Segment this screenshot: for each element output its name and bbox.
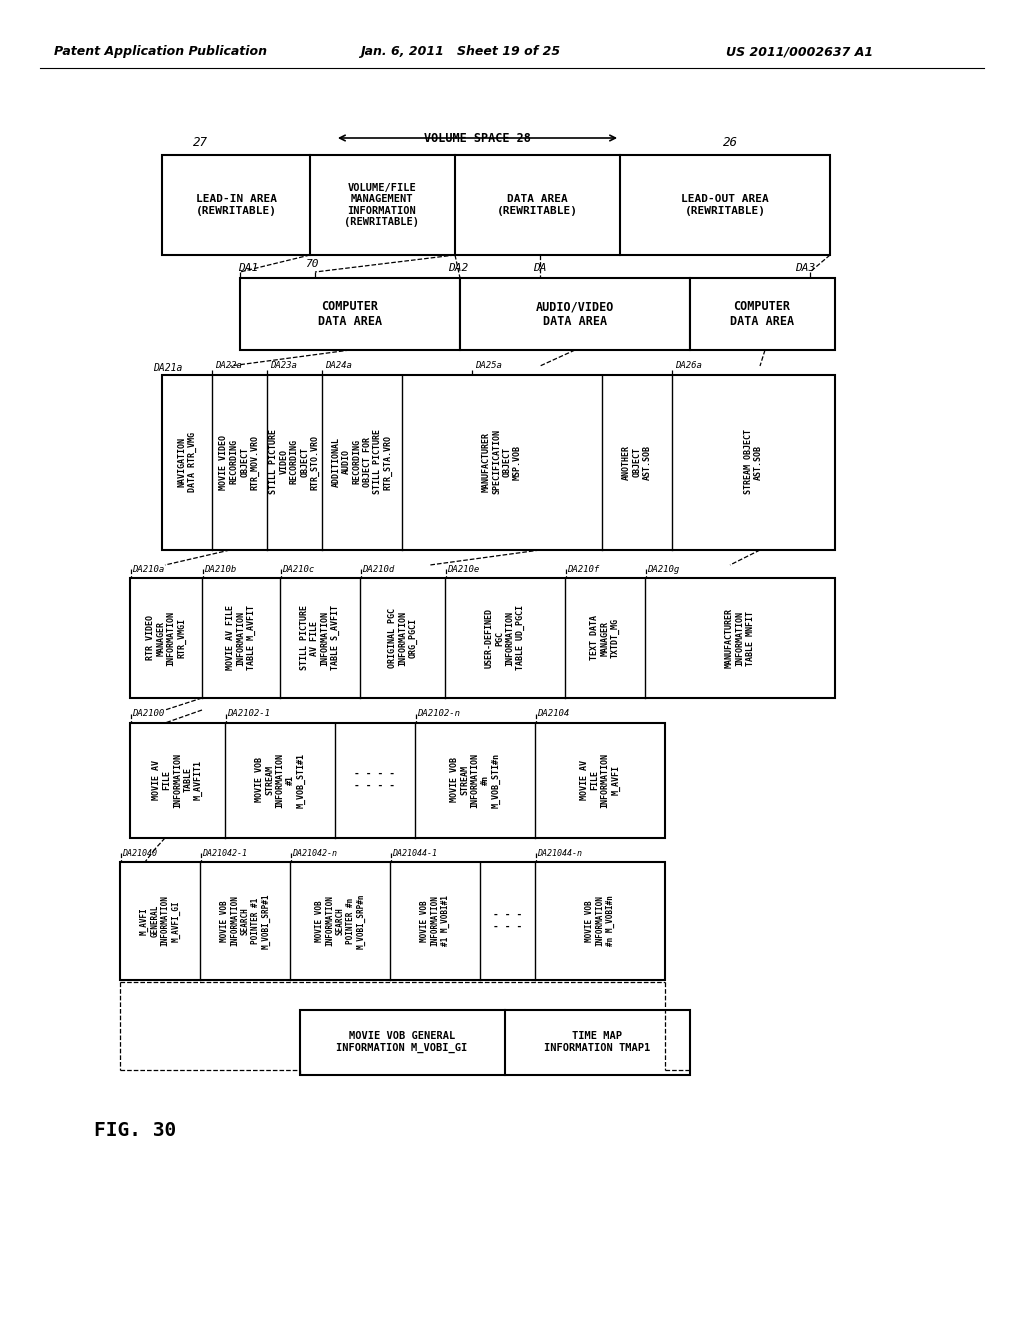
Text: MOVIE VOB
STREAM
INFORMATION
#1
M_VOB_STI#1: MOVIE VOB STREAM INFORMATION #1 M_VOB_ST… bbox=[255, 752, 305, 808]
Text: DA210b: DA210b bbox=[204, 565, 237, 573]
Text: FIG. 30: FIG. 30 bbox=[94, 1121, 176, 1139]
Text: MOVIE VIDEO
RECORDING
OBJECT
RTR_MOV.VRO: MOVIE VIDEO RECORDING OBJECT RTR_MOV.VRO bbox=[219, 434, 260, 490]
Text: STILL PICTURE
VIDEO
RECORDING
OBJECT
RTR_STO.VRO: STILL PICTURE VIDEO RECORDING OBJECT RTR… bbox=[269, 429, 319, 495]
Text: DA210d: DA210d bbox=[362, 565, 394, 573]
Text: DA26a: DA26a bbox=[675, 362, 701, 371]
Text: DA24a: DA24a bbox=[325, 362, 352, 371]
Text: LEAD-OUT AREA
(REWRITABLE): LEAD-OUT AREA (REWRITABLE) bbox=[681, 194, 769, 215]
Text: ORIGINAL PGC
INFORMATION
ORG_PGCI: ORIGINAL PGC INFORMATION ORG_PGCI bbox=[387, 609, 418, 668]
Text: VOLUME SPACE 28: VOLUME SPACE 28 bbox=[424, 132, 530, 144]
Text: DA210g: DA210g bbox=[647, 565, 679, 573]
Text: DA21044-n: DA21044-n bbox=[537, 849, 582, 858]
Text: NAVIGATION
DATA RTR_VMG: NAVIGATION DATA RTR_VMG bbox=[177, 432, 197, 492]
Text: STREAM OBJECT
AST.SOB: STREAM OBJECT AST.SOB bbox=[743, 429, 763, 495]
Text: DATA AREA
(REWRITABLE): DATA AREA (REWRITABLE) bbox=[497, 194, 578, 215]
Text: MOVIE AV
FILE
INFORMATION
TABLE
M_AVFIT1: MOVIE AV FILE INFORMATION TABLE M_AVFIT1 bbox=[153, 752, 203, 808]
Text: COMPUTER
DATA AREA: COMPUTER DATA AREA bbox=[730, 300, 794, 327]
Bar bbox=[120, 862, 665, 979]
Text: MOVIE VOB
INFORMATION
#1 M_VOBI#1: MOVIE VOB INFORMATION #1 M_VOBI#1 bbox=[420, 895, 450, 946]
Bar bbox=[300, 1010, 690, 1074]
Text: TEXT DATA
MANAGER
TXTDT_MG: TEXT DATA MANAGER TXTDT_MG bbox=[590, 615, 620, 660]
Text: DA2102-n: DA2102-n bbox=[417, 710, 460, 718]
Text: ADDITIONAL
AUDIO
RECORDING
OBJECT FOR
STILL PICTURE
RTR_STA.VRO: ADDITIONAL AUDIO RECORDING OBJECT FOR ST… bbox=[332, 429, 392, 495]
Text: 70: 70 bbox=[305, 259, 318, 269]
Text: STILL PICTURE
AV FILE
INFORMATION
TABLE S_AVFIT: STILL PICTURE AV FILE INFORMATION TABLE … bbox=[300, 606, 340, 671]
Bar bbox=[240, 279, 460, 350]
Bar bbox=[162, 375, 835, 550]
Text: DA21a: DA21a bbox=[154, 363, 182, 374]
Text: VOLUME/FILE
MANAGEMENT
INFORMATION
(REWRITABLE): VOLUME/FILE MANAGEMENT INFORMATION (REWR… bbox=[344, 182, 420, 227]
Text: DA23a: DA23a bbox=[270, 362, 297, 371]
Text: MOVIE VOB
INFORMATION
SEARCH
POINTER #1
M_VOBI_SRP#1: MOVIE VOB INFORMATION SEARCH POINTER #1 … bbox=[219, 894, 270, 949]
Text: - - - -
- - - -: - - - - - - - - bbox=[354, 770, 395, 791]
Text: DA2102-1: DA2102-1 bbox=[227, 710, 270, 718]
Bar bbox=[162, 154, 830, 255]
Text: DA1: DA1 bbox=[238, 263, 258, 273]
Text: MANUFACTURER
INFORMATION
TABLE MNFIT: MANUFACTURER INFORMATION TABLE MNFIT bbox=[725, 609, 755, 668]
Text: MOVIE VOB GENERAL
INFORMATION M_VOBI_GI: MOVIE VOB GENERAL INFORMATION M_VOBI_GI bbox=[336, 1031, 468, 1053]
Text: DA210a: DA210a bbox=[132, 565, 164, 573]
Text: DA: DA bbox=[534, 263, 547, 273]
Text: MOVIE VOB
INFORMATION
SEARCH
POINTER #n
M_VOBI_SRP#n: MOVIE VOB INFORMATION SEARCH POINTER #n … bbox=[314, 894, 366, 949]
Bar bbox=[460, 279, 690, 350]
Text: ANOTHER
OBJECT
AST.SOB: ANOTHER OBJECT AST.SOB bbox=[623, 445, 652, 479]
Bar bbox=[130, 723, 665, 838]
Text: MOVIE VOB
INFORMATION
#n M_VOBI#n: MOVIE VOB INFORMATION #n M_VOBI#n bbox=[585, 895, 615, 946]
Text: Jan. 6, 2011   Sheet 19 of 25: Jan. 6, 2011 Sheet 19 of 25 bbox=[360, 45, 560, 58]
Text: DA2: DA2 bbox=[447, 263, 468, 273]
Text: RTR VIDEO
MANAGER
INFORMATION
RTR_VMGI: RTR VIDEO MANAGER INFORMATION RTR_VMGI bbox=[145, 610, 186, 665]
Text: DA210c: DA210c bbox=[282, 565, 314, 573]
Text: LEAD-IN AREA
(REWRITABLE): LEAD-IN AREA (REWRITABLE) bbox=[196, 194, 276, 215]
Text: TIME MAP
INFORMATION TMAP1: TIME MAP INFORMATION TMAP1 bbox=[544, 1031, 650, 1053]
Text: DA22a: DA22a bbox=[215, 362, 242, 371]
Text: DA2104: DA2104 bbox=[537, 710, 569, 718]
Text: DA2100: DA2100 bbox=[132, 710, 164, 718]
Text: MANUFACTURER
SPECIFICATION
OBJECT
MSP.VOB: MANUFACTURER SPECIFICATION OBJECT MSP.VO… bbox=[482, 429, 522, 495]
Text: US 2011/0002637 A1: US 2011/0002637 A1 bbox=[726, 45, 873, 58]
Text: DA21042-1: DA21042-1 bbox=[202, 849, 247, 858]
Text: MOVIE AV
FILE
INFORMATION
M_AVFI: MOVIE AV FILE INFORMATION M_AVFI bbox=[580, 752, 621, 808]
Text: Patent Application Publication: Patent Application Publication bbox=[53, 45, 266, 58]
Text: AUDIO/VIDEO
DATA AREA: AUDIO/VIDEO DATA AREA bbox=[536, 300, 614, 327]
Text: - - -
- - -: - - - - - - bbox=[493, 911, 522, 932]
Text: DA3: DA3 bbox=[795, 263, 815, 273]
Text: 26: 26 bbox=[723, 136, 737, 149]
Text: DA21042-n: DA21042-n bbox=[292, 849, 337, 858]
Text: MOVIE VOB
STREAM
INFORMATION
#n
M_VOB_STI#n: MOVIE VOB STREAM INFORMATION #n M_VOB_ST… bbox=[450, 752, 501, 808]
Text: DA25a: DA25a bbox=[475, 362, 502, 371]
Bar bbox=[130, 578, 835, 698]
Text: MOVIE AV FILE
INFORMATION
TABLE M_AVFIT: MOVIE AV FILE INFORMATION TABLE M_AVFIT bbox=[226, 606, 256, 671]
Text: M_AVFI
GENERAL
INFORMATION
M_AVFI_GI: M_AVFI GENERAL INFORMATION M_AVFI_GI bbox=[140, 895, 180, 946]
Bar bbox=[690, 279, 835, 350]
Text: DA21040: DA21040 bbox=[122, 849, 157, 858]
Text: 27: 27 bbox=[193, 136, 208, 149]
Text: DA210f: DA210f bbox=[567, 565, 599, 573]
Text: DA210e: DA210e bbox=[447, 565, 479, 573]
Text: DA21044-1: DA21044-1 bbox=[392, 849, 437, 858]
Text: COMPUTER
DATA AREA: COMPUTER DATA AREA bbox=[317, 300, 382, 327]
Text: USER-DEFINED
PGC
INFORMATION
TABLE UD_PGCI: USER-DEFINED PGC INFORMATION TABLE UD_PG… bbox=[484, 606, 525, 671]
